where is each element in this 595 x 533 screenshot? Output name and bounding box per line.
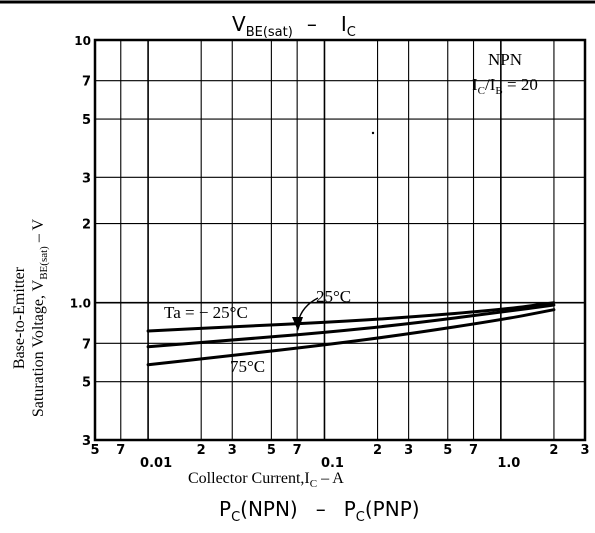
grid <box>94 39 586 441</box>
footer-right-paren: (PNP) <box>365 497 420 521</box>
x-tick-label: 5 <box>267 443 276 458</box>
x-label-prefix: Collector Current,I <box>188 470 310 487</box>
label-25c: 25°C <box>316 287 351 306</box>
chart-title: VBE(sat) – IC <box>232 12 356 40</box>
y-label-suffix: – V <box>30 218 47 246</box>
x-tick-labels: 5 7 0.01 2 3 5 7 0.1 2 3 5 7 1.0 2 3 <box>90 443 589 471</box>
y-axis-label-line1: Base-to-Emitter <box>11 266 28 369</box>
speck <box>371 131 375 135</box>
y-label-prefix: Saturation Voltage, V <box>30 279 47 417</box>
y-tick-labels: 3 5 7 1.0 2 3 5 7 10 <box>70 34 91 449</box>
footer-left-sub: C <box>231 510 240 525</box>
x-label-suffix: – A <box>317 470 344 487</box>
x-tick-label: 2 <box>197 443 206 458</box>
ratio-sub-c: C <box>478 85 485 97</box>
x-tick-label: 0.1 <box>321 456 344 471</box>
title-main-subscript: BE(sat) <box>246 25 293 40</box>
x-tick-label: 3 <box>404 443 413 458</box>
footer-right-symbol: P <box>344 497 356 521</box>
y-tick-label: 3 <box>82 171 91 186</box>
x-tick-label: 0.01 <box>140 456 172 471</box>
y-axis-label-line2: Saturation Voltage, VBE(sat) – V <box>30 218 50 417</box>
x-tick-label: 7 <box>116 443 125 458</box>
footer-right-sub: C <box>356 510 365 525</box>
series-line-2 <box>146 308 556 367</box>
npn-annotation: NPN <box>488 50 522 69</box>
title-right-symbol: I <box>341 12 347 36</box>
x-tick-label: 1.0 <box>497 456 520 471</box>
ratio-annotation: IC/IB = 20 <box>472 75 538 97</box>
x-label-sub: C <box>310 478 317 490</box>
x-tick-label: 2 <box>373 443 382 458</box>
plot-border <box>93 38 587 442</box>
x-tick-label: 5 <box>90 443 99 458</box>
footer-dash: – <box>316 497 326 521</box>
y-tick-label: 10 <box>74 34 91 48</box>
series-line-0 <box>146 301 556 333</box>
arrow-25c-head <box>292 317 303 331</box>
y-axis-label: Base-to-Emitter Saturation Voltage, VBE(… <box>11 218 50 417</box>
x-tick-label: 7 <box>469 443 478 458</box>
y-tick-label: 2 <box>82 218 91 233</box>
x-tick-label: 7 <box>293 443 302 458</box>
ratio-mid: /I <box>485 75 496 94</box>
title-dash: – <box>307 12 317 36</box>
ta-label: Ta = − 25°C <box>164 303 248 322</box>
y-tick-label: 3 <box>82 434 91 449</box>
series-lines <box>146 301 556 367</box>
x-tick-label: 5 <box>443 443 452 458</box>
y-tick-label: 5 <box>82 376 91 391</box>
x-tick-label: 3 <box>580 443 589 458</box>
footer-left-paren: (NPN) <box>240 497 298 521</box>
x-tick-label: 3 <box>228 443 237 458</box>
footer-caption: PC(NPN) – PC(PNP) <box>219 497 420 525</box>
ratio-prefix: I <box>472 75 478 94</box>
y-tick-label: 1.0 <box>70 297 91 311</box>
footer-left-symbol: P <box>219 497 231 521</box>
label-75c: 75°C <box>230 357 265 376</box>
title-right-subscript: C <box>347 25 356 40</box>
title-main-symbol: V <box>232 12 246 36</box>
y-tick-label: 7 <box>82 75 91 90</box>
x-tick-label: 2 <box>549 443 558 458</box>
y-tick-label: 5 <box>82 113 91 128</box>
y-label-sub: BE(sat) <box>38 246 50 280</box>
y-tick-label: 7 <box>82 337 91 352</box>
ratio-suffix: = 20 <box>503 75 538 94</box>
x-axis-label: Collector Current,IC – A <box>188 470 344 490</box>
ratio-sub-b: B <box>495 85 502 97</box>
series-line-1 <box>146 303 556 349</box>
